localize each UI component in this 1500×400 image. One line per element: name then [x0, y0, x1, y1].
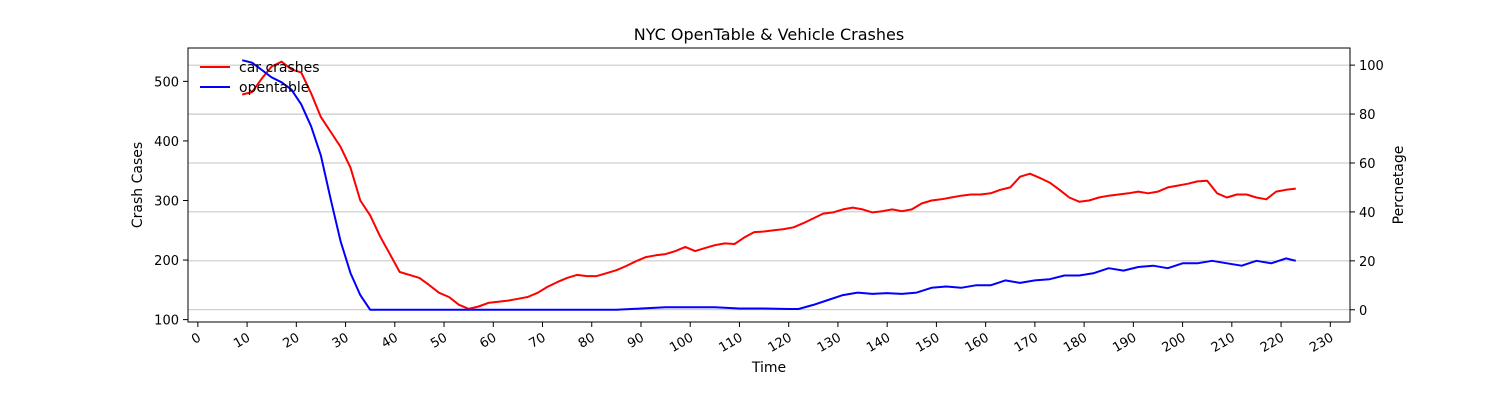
x-tick-label: 90	[625, 330, 647, 351]
x-tick-label: 120	[766, 330, 795, 355]
x-tick-label: 180	[1061, 330, 1090, 355]
x-axis-label: Time	[751, 360, 786, 376]
legend-label-car-crashes: car crashes	[239, 60, 320, 76]
series-layer	[241, 59, 1297, 311]
x-tick-label: 20	[280, 330, 302, 351]
y-left-tick-label: 100	[154, 314, 179, 329]
series-line-car-crashes	[241, 60, 1296, 310]
x-tick-label: 160	[963, 330, 992, 355]
x-tick-label: 140	[864, 330, 893, 355]
y-left-tick-label: 400	[154, 135, 179, 150]
x-tick-label: 230	[1307, 330, 1336, 355]
x-tick-label: 200	[1160, 330, 1189, 355]
y-right-tick-label: 40	[1359, 206, 1376, 221]
plot-frame	[187, 47, 1351, 323]
y-left-tick-label: 300	[154, 194, 179, 209]
legend-label-opentable: opentable	[239, 80, 309, 96]
x-tick-label: 30	[330, 330, 352, 351]
y-right-tick-label: 60	[1359, 157, 1376, 172]
y-axis-left: 100 200 300 400 500	[154, 75, 188, 329]
y-right-tick-label: 100	[1359, 59, 1384, 74]
y-axis-right-label: Percnetage	[1391, 146, 1407, 225]
y-left-tick-label: 500	[154, 75, 179, 90]
x-tick-label: 60	[477, 330, 499, 351]
legend: car crashes opentable	[200, 60, 320, 96]
x-tick-label: 210	[1209, 330, 1238, 355]
x-tick-label: 190	[1110, 330, 1139, 355]
x-tick-label: 150	[913, 330, 942, 355]
x-tick-label: 100	[667, 330, 696, 355]
x-tick-label: 170	[1012, 330, 1041, 355]
x-axis: 0 10 20 30 40 50 60 70 80 90 100 110 120 130 140 150 160…	[189, 322, 1336, 356]
chart-title: NYC OpenTable & Vehicle Crashes	[634, 25, 904, 44]
x-tick-label: 50	[428, 330, 450, 351]
x-tick-label: 80	[576, 330, 598, 351]
x-tick-label: 110	[716, 330, 745, 355]
series-line-opentable	[241, 59, 1297, 311]
grid-lines	[188, 64, 1350, 311]
y-right-tick-label: 80	[1359, 108, 1376, 123]
y-left-tick-label: 200	[154, 254, 179, 269]
x-tick-label: 220	[1258, 330, 1287, 355]
y-axis-left-label: Crash Cases	[130, 142, 146, 228]
x-tick-label: 130	[815, 330, 844, 355]
x-tick-label: 0	[189, 330, 204, 347]
y-right-tick-label: 20	[1359, 255, 1376, 270]
x-tick-label: 40	[379, 330, 401, 351]
y-right-tick-label: 0	[1359, 304, 1367, 319]
y-axis-right: 0 20 40 60 80 100	[1350, 59, 1384, 319]
x-tick-label: 10	[231, 330, 253, 351]
x-tick-label: 70	[527, 330, 549, 351]
